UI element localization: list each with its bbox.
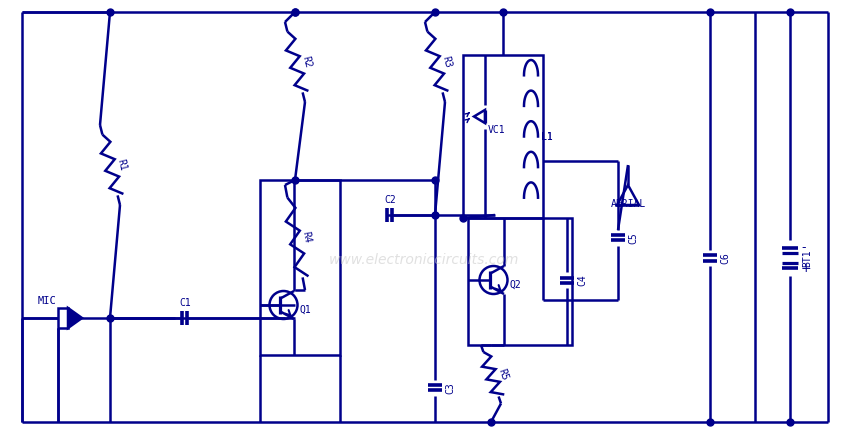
Text: BT1: BT1 [802, 249, 812, 267]
Text: C2: C2 [384, 195, 396, 205]
Text: MIC: MIC [37, 296, 56, 306]
Text: R4: R4 [300, 231, 312, 244]
Text: C6: C6 [720, 252, 730, 264]
Text: VC1: VC1 [488, 125, 506, 135]
Text: C3: C3 [445, 382, 455, 394]
Text: C1: C1 [179, 298, 191, 308]
Polygon shape [68, 308, 82, 328]
Text: R2: R2 [300, 55, 312, 69]
Text: C5: C5 [628, 232, 638, 244]
Text: AERIAL: AERIAL [610, 199, 645, 209]
Text: +: + [801, 262, 812, 275]
Text: L1: L1 [541, 132, 553, 142]
Text: R5: R5 [496, 367, 509, 382]
Text: -: - [801, 242, 806, 255]
Bar [58, 308, 68, 328]
Text: R3: R3 [440, 55, 453, 69]
Text: Q2: Q2 [509, 280, 521, 290]
Text: R1: R1 [115, 158, 127, 172]
Text: www.electroniccircuits.com: www.electroniccircuits.com [329, 253, 520, 267]
Bar [468, 218, 572, 345]
Text: L1: L1 [541, 132, 553, 142]
Text: C4: C4 [577, 274, 587, 286]
Bar [260, 180, 340, 355]
Bar [463, 55, 543, 218]
Text: Q1: Q1 [300, 305, 312, 315]
